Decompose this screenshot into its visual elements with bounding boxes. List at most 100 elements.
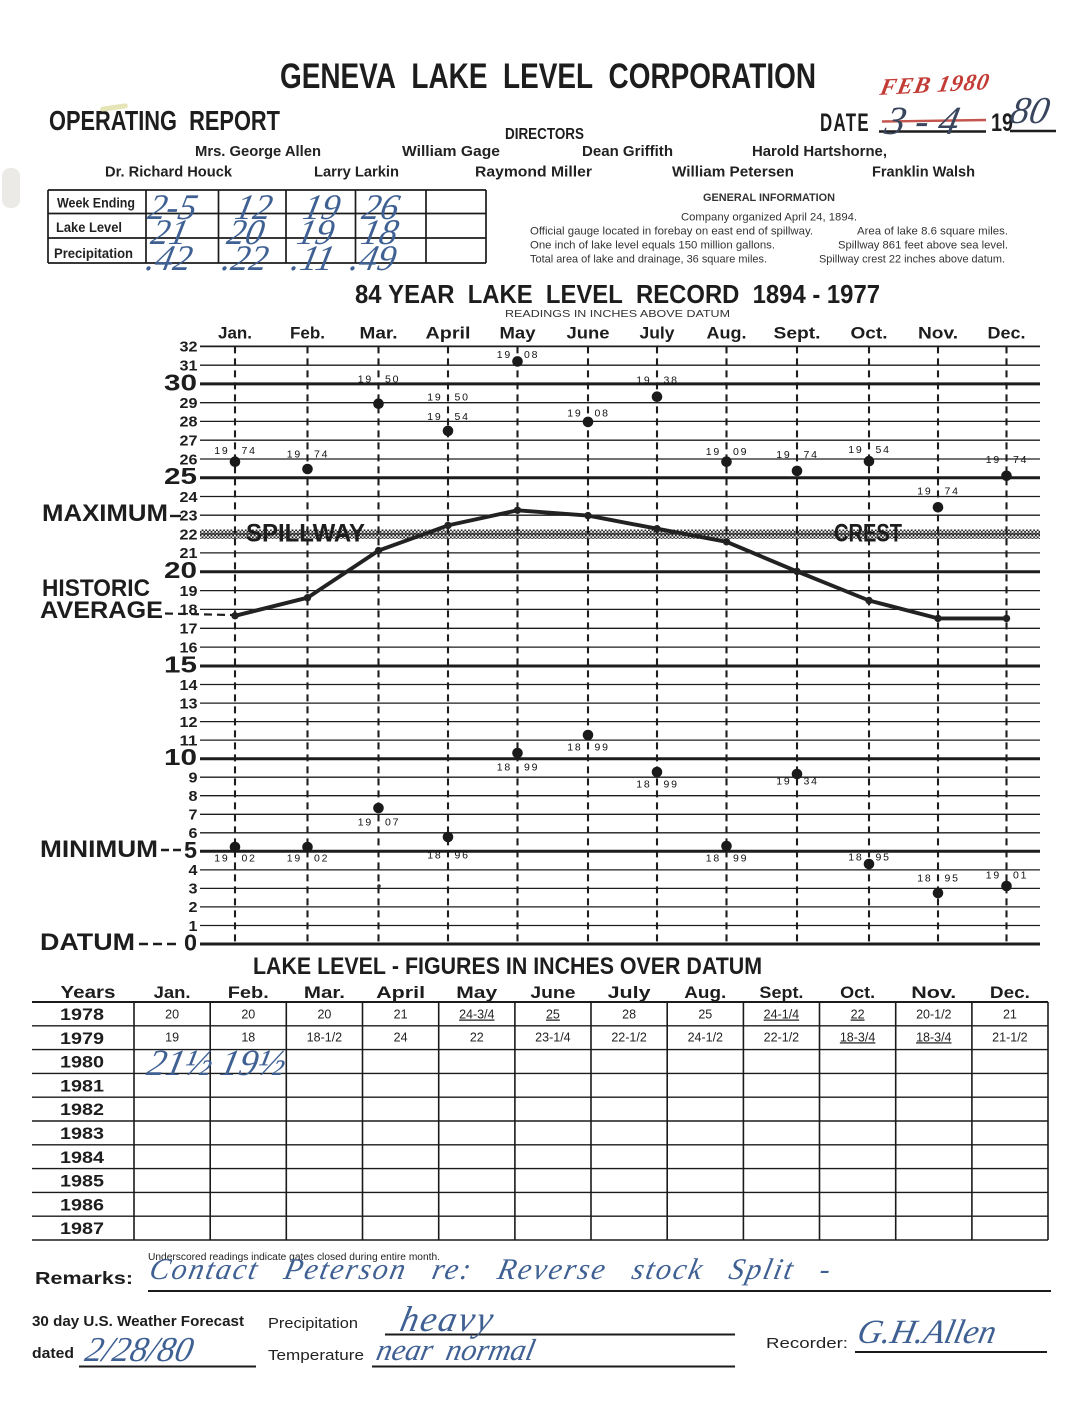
svg-text:74: 74 [242,445,257,457]
svg-text:One inch of lake level equals: One inch of lake level equals 150 millio… [530,240,775,252]
svg-text:DATE: DATE [820,109,870,137]
svg-text:Recorder:: Recorder: [766,1335,848,1352]
svg-text:10: 10 [164,744,197,770]
svg-text:William Petersen: William Petersen [672,165,794,181]
svg-text:Mar.: Mar. [304,984,345,1002]
svg-text:28: 28 [622,1008,636,1022]
svg-text:Company organized April 24, 18: Company organized April 24, 1894. [681,212,857,224]
svg-text:Aug.: Aug. [707,324,747,343]
svg-text:31: 31 [180,358,198,374]
svg-text:23-1/4: 23-1/4 [535,1030,570,1044]
svg-text:Feb.: Feb. [290,324,325,343]
svg-text:Larry Larkin: Larry Larkin [314,165,399,181]
svg-text:Sept.: Sept. [774,324,821,343]
svg-text:Dean Griffith: Dean Griffith [582,144,673,160]
svg-text:18-3/4: 18-3/4 [840,1030,875,1044]
svg-text:18: 18 [917,873,932,885]
svg-text:09: 09 [733,446,748,458]
svg-text:95: 95 [876,852,891,864]
svg-text:Official gauge located in fore: Official gauge located in forebay on eas… [530,226,813,238]
svg-text:18: 18 [636,779,651,791]
svg-text:19: 19 [287,853,302,865]
svg-text:18: 18 [848,852,863,864]
svg-text:01: 01 [1013,870,1028,882]
svg-text:OPERATING REPORT: OPERATING REPORT [49,105,280,136]
svg-text:MAXIMUM: MAXIMUM [42,500,168,527]
svg-text:21: 21 [394,1008,408,1022]
svg-text:Area of lake 8.6 square miles.: Area of lake 8.6 square miles. [857,226,1008,238]
svg-text:19: 19 [358,817,373,829]
svg-text:Week Ending: Week Ending [57,196,135,211]
svg-text:18: 18 [706,853,721,865]
svg-text:Nov.: Nov. [918,324,958,343]
svg-text:July: July [608,984,652,1002]
svg-text:Nov.: Nov. [911,984,956,1002]
svg-text:19: 19 [427,411,442,423]
svg-text:18: 18 [180,603,198,619]
svg-text:99: 99 [524,762,539,774]
svg-text:Spillway 861 feet above sea le: Spillway 861 feet above sea level. [838,240,1008,252]
svg-text:19: 19 [165,1030,179,1044]
svg-text:Mar.: Mar. [360,324,398,343]
svg-text:1982: 1982 [60,1100,104,1119]
svg-text:Mrs. George Allen: Mrs. George Allen [195,144,321,160]
svg-text:Jan.: Jan. [218,324,252,343]
svg-text:July: July [640,324,676,343]
svg-text:DATUM: DATUM [40,929,135,956]
svg-text:1979: 1979 [60,1029,104,1048]
svg-text:April: April [376,984,425,1002]
svg-text:19: 19 [497,349,512,361]
svg-text:18-3/4: 18-3/4 [916,1030,951,1044]
svg-text:50: 50 [385,374,400,386]
svg-text:8: 8 [189,789,198,805]
svg-text:19: 19 [567,408,582,420]
svg-text:Temperature: Temperature [268,1347,364,1364]
svg-text:21: 21 [180,546,198,562]
svg-text:20: 20 [241,1008,255,1022]
svg-text:June: June [530,984,575,1002]
svg-text:18-1/2: 18-1/2 [307,1030,342,1044]
svg-text:DIRECTORS: DIRECTORS [505,126,584,143]
svg-text:Jan.: Jan. [154,984,191,1002]
svg-text:18: 18 [241,1030,255,1044]
svg-text:17: 17 [180,622,198,638]
svg-text:1984: 1984 [60,1148,105,1167]
svg-text:19: 19 [287,449,302,461]
svg-text:Aug.: Aug. [684,984,726,1002]
svg-text:19: 19 [358,374,373,386]
svg-text:5: 5 [184,837,197,863]
svg-text:READINGS IN INCHES ABOVE DATUM: READINGS IN INCHES ABOVE DATUM [505,308,730,320]
svg-text:3: 3 [189,882,198,898]
svg-text:25: 25 [164,463,197,489]
svg-text:84 YEAR LAKE LEVEL RECORD: 84 YEAR LAKE LEVEL RECORD 1894 - 1977 [355,279,880,309]
svg-text:Spillway crest 22 inches above: Spillway crest 22 inches above datum. [819,254,1005,266]
svg-text:50: 50 [455,392,470,404]
svg-text:20: 20 [165,1008,179,1022]
svg-text:11: 11 [180,733,198,749]
svg-text:19: 19 [986,454,1001,466]
svg-text:19: 19 [180,584,198,600]
svg-text:Raymond Miller: Raymond Miller [475,165,592,181]
svg-text:24-3/4: 24-3/4 [459,1008,494,1022]
svg-text:24: 24 [180,490,198,506]
svg-text:22: 22 [180,527,198,543]
svg-text:1983: 1983 [60,1124,104,1143]
svg-text:12: 12 [180,715,198,731]
svg-text:25: 25 [546,1008,560,1022]
svg-text:19: 19 [427,392,442,404]
svg-text:02: 02 [314,853,329,865]
svg-text:Precipitation: Precipitation [268,1315,358,1332]
svg-text:20-1/2: 20-1/2 [916,1008,951,1022]
svg-text:1980: 1980 [60,1053,104,1072]
svg-text:18: 18 [427,850,442,862]
svg-text:21-1/2: 21-1/2 [992,1030,1027,1044]
svg-text:22-1/2: 22-1/2 [764,1030,799,1044]
svg-text:18: 18 [497,762,512,774]
svg-text:7: 7 [189,808,198,824]
svg-text:Oct.: Oct. [851,324,888,343]
svg-text:May: May [500,324,537,343]
svg-text:Dec.: Dec. [990,984,1030,1002]
svg-text:CREST: CREST [834,520,902,548]
svg-text:Lake Level: Lake Level [56,220,122,235]
svg-text:0: 0 [184,930,197,956]
